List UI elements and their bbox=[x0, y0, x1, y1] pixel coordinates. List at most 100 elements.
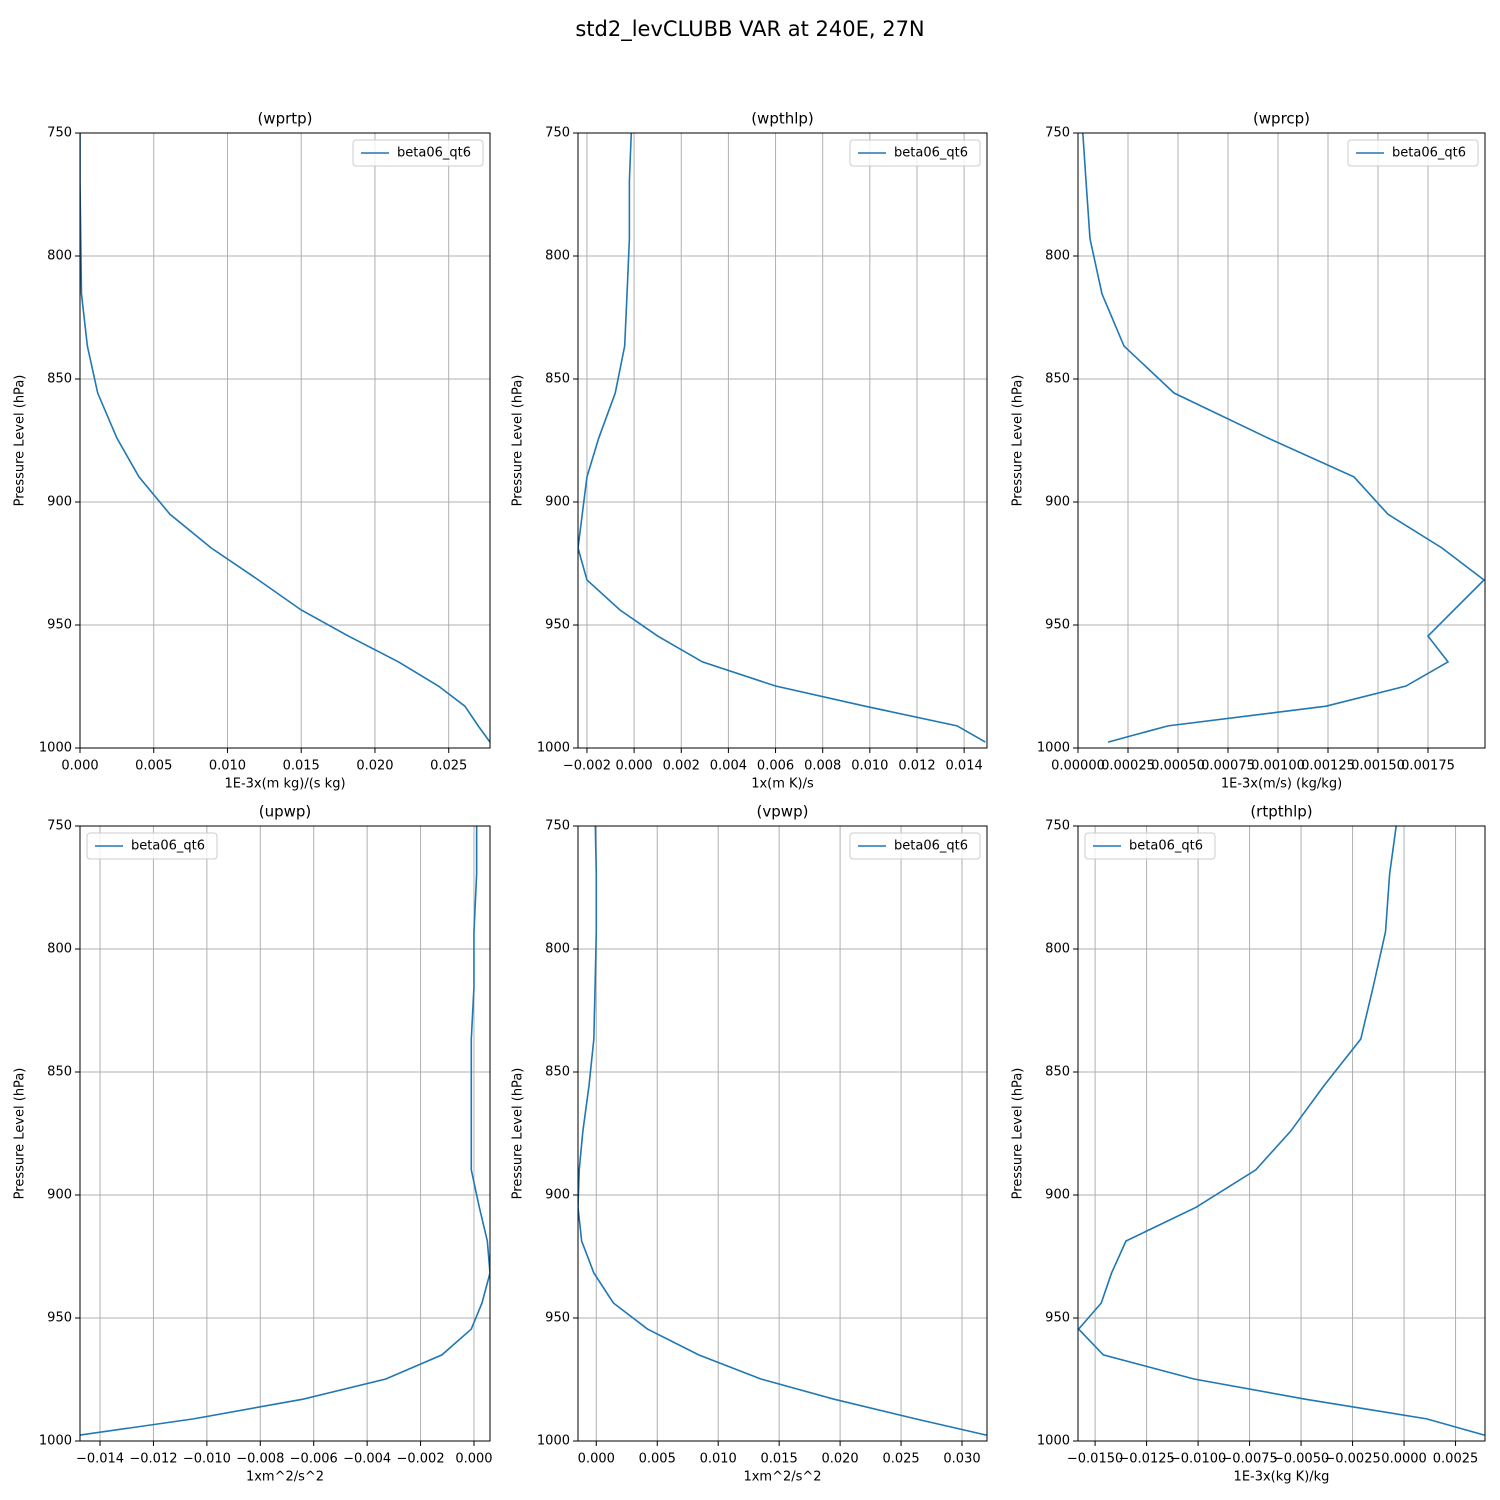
x-tick-label: 0.006 bbox=[757, 759, 794, 774]
y-tick-label: 750 bbox=[47, 126, 72, 141]
legend: beta06_qt6 bbox=[849, 139, 981, 167]
legend-box bbox=[1347, 139, 1479, 167]
x-tick-label: 0.014 bbox=[946, 759, 983, 774]
y-axis-label: Pressure Level (hPa) bbox=[13, 1068, 28, 1200]
x-tick-label: 0.005 bbox=[135, 759, 172, 774]
x-tick-label: −0.0050 bbox=[1273, 1452, 1329, 1467]
x-tick-label: −0.002 bbox=[563, 759, 611, 774]
x-tick-label: 0.0025 bbox=[1433, 1452, 1479, 1467]
legend: beta06_qt6 bbox=[86, 832, 218, 860]
x-tick-label: −0.010 bbox=[183, 1452, 231, 1467]
y-tick-label: 1000 bbox=[1037, 1434, 1070, 1449]
legend-box bbox=[86, 832, 218, 860]
y-tick-label: 900 bbox=[1045, 495, 1070, 510]
line-series bbox=[80, 133, 490, 743]
y-tick-label: 900 bbox=[1045, 1188, 1070, 1203]
y-tick-label: 850 bbox=[545, 1065, 570, 1080]
subplot-title: (wprtp) bbox=[257, 110, 312, 128]
y-tick-label: 950 bbox=[47, 618, 72, 633]
legend-box bbox=[849, 832, 981, 860]
x-tick-label: 0.000 bbox=[61, 759, 98, 774]
axes-frame bbox=[577, 825, 988, 1442]
y-tick-label: 800 bbox=[1045, 942, 1070, 957]
y-tick-label: 1000 bbox=[537, 1434, 570, 1449]
x-axis-label: 1xm^2/s^2 bbox=[246, 1470, 324, 1485]
x-tick-label: 0.002 bbox=[663, 759, 700, 774]
x-tick-label: −0.012 bbox=[129, 1452, 177, 1467]
line-series bbox=[578, 133, 986, 743]
x-tick-label: 0.005 bbox=[639, 1452, 676, 1467]
subplot: 0.000 0.005 0.010 0.015 0.020 0.025 750 800 850 9… bbox=[13, 110, 491, 792]
x-tick-label: −0.014 bbox=[76, 1452, 124, 1467]
y-axis-label: Pressure Level (hPa) bbox=[1011, 375, 1026, 507]
x-tick-label: −0.0125 bbox=[1118, 1452, 1174, 1467]
y-tick-label: 950 bbox=[545, 1311, 570, 1326]
x-tick-label: 0.00100 bbox=[1251, 759, 1305, 774]
x-tick-label: 0.008 bbox=[804, 759, 841, 774]
x-tick-label: 0.020 bbox=[821, 1452, 858, 1467]
y-tick-label: 800 bbox=[545, 942, 570, 957]
x-tick-label: −0.002 bbox=[396, 1452, 444, 1467]
legend-label: beta06_qt6 bbox=[131, 839, 205, 854]
subplot-title: (rtpthlp) bbox=[1250, 803, 1312, 821]
x-tick-label: 0.030 bbox=[943, 1452, 980, 1467]
y-tick-label: 900 bbox=[545, 495, 570, 510]
x-tick-label: 0.015 bbox=[283, 759, 320, 774]
line-series bbox=[578, 826, 987, 1436]
legend-box bbox=[849, 139, 981, 167]
y-tick-label: 950 bbox=[545, 618, 570, 633]
x-tick-label: −0.0025 bbox=[1324, 1452, 1380, 1467]
y-tick-label: 950 bbox=[1045, 1311, 1070, 1326]
y-tick-label: 950 bbox=[47, 1311, 72, 1326]
y-axis-label: Pressure Level (hPa) bbox=[511, 1068, 526, 1200]
x-tick-label: 0.010 bbox=[851, 759, 888, 774]
legend-label: beta06_qt6 bbox=[894, 146, 968, 161]
x-tick-label: 0.00150 bbox=[1351, 759, 1405, 774]
y-tick-label: 800 bbox=[47, 249, 72, 264]
x-tick-label: 0.025 bbox=[430, 759, 467, 774]
x-tick-label: −0.004 bbox=[343, 1452, 391, 1467]
y-tick-label: 900 bbox=[47, 1188, 72, 1203]
legend-label: beta06_qt6 bbox=[894, 839, 968, 854]
legend-box bbox=[1084, 832, 1216, 860]
subplot-title: (vpwp) bbox=[757, 803, 809, 821]
y-tick-label: 1000 bbox=[537, 741, 570, 756]
legend-label: beta06_qt6 bbox=[1129, 839, 1203, 854]
axes-frame bbox=[1077, 825, 1486, 1442]
y-tick-label: 1000 bbox=[39, 1434, 72, 1449]
line-series bbox=[80, 826, 490, 1436]
x-tick-label: 0.000 bbox=[578, 1452, 615, 1467]
legend-label: beta06_qt6 bbox=[1392, 146, 1466, 161]
x-axis-label: 1E-3x(kg K)/kg bbox=[1234, 1470, 1330, 1485]
y-tick-label: 850 bbox=[1045, 1065, 1070, 1080]
x-tick-label: 0.004 bbox=[710, 759, 747, 774]
figure-title: std2_levCLUBB VAR at 240E, 27N bbox=[575, 17, 924, 42]
line-series bbox=[1082, 133, 1485, 743]
subplot: −0.0150−0.0125−0.0100−0.0075−0.0050−0.00… bbox=[1011, 803, 1486, 1485]
x-tick-label: 0.00075 bbox=[1201, 759, 1255, 774]
x-tick-label: 0.00000 bbox=[1051, 759, 1105, 774]
subplot: 0.000 0.005 0.010 0.015 0.020 0.025 0.030 750 80… bbox=[511, 803, 988, 1485]
y-tick-label: 800 bbox=[47, 942, 72, 957]
y-tick-label: 850 bbox=[47, 1065, 72, 1080]
x-tick-label: 0.0000 bbox=[1381, 1452, 1427, 1467]
x-tick-label: 0.010 bbox=[700, 1452, 737, 1467]
x-tick-label: 0.020 bbox=[356, 759, 393, 774]
y-tick-label: 750 bbox=[545, 126, 570, 141]
y-axis-label: Pressure Level (hPa) bbox=[13, 375, 28, 507]
x-tick-label: 0.010 bbox=[209, 759, 246, 774]
subplot-title: (wpthlp) bbox=[751, 110, 814, 128]
legend: beta06_qt6 bbox=[849, 832, 981, 860]
y-tick-label: 750 bbox=[545, 819, 570, 834]
x-tick-label: −0.008 bbox=[236, 1452, 284, 1467]
subplot-title: (upwp) bbox=[259, 803, 312, 821]
x-tick-label: 0.00025 bbox=[1101, 759, 1155, 774]
y-tick-label: 850 bbox=[545, 372, 570, 387]
x-tick-label: 0.00050 bbox=[1151, 759, 1205, 774]
x-tick-label: 0.015 bbox=[761, 1452, 798, 1467]
x-tick-label: −0.006 bbox=[290, 1452, 338, 1467]
y-tick-label: 850 bbox=[1045, 372, 1070, 387]
y-tick-label: 1000 bbox=[39, 741, 72, 756]
